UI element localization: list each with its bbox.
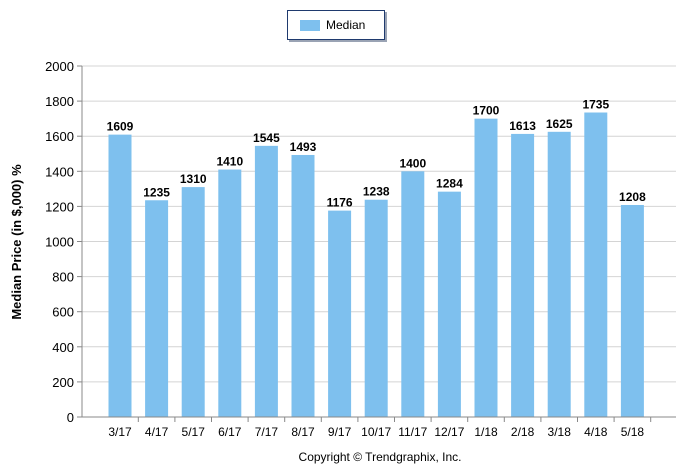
data-label: 1609	[107, 120, 134, 134]
x-tick-label: 11/17	[398, 425, 427, 439]
data-labels: 1609 1235 1310 1410 1545 1493 1176 1238 1400 1284…	[107, 98, 646, 210]
y-tick-label: 1400	[45, 164, 74, 179]
y-tick-label: 600	[52, 305, 74, 320]
bar-4-18	[584, 112, 608, 417]
x-tick-label: 5/17	[182, 425, 206, 439]
data-label: 1176	[327, 196, 353, 210]
y-tick-label: 1200	[45, 199, 74, 214]
data-label: 1625	[546, 117, 573, 131]
bar-4-17	[145, 200, 169, 417]
legend-swatch	[300, 20, 320, 31]
data-label: 1238	[363, 185, 390, 199]
x-tick-label: 2/18	[511, 425, 535, 439]
y-tick-label: 2000	[45, 59, 74, 74]
bar-10-17	[364, 199, 388, 417]
bar-11-17	[401, 171, 425, 417]
x-tick-label: 5/18	[621, 425, 645, 439]
y-tick-label: 0	[67, 410, 74, 425]
bar-6-17	[218, 169, 242, 417]
data-label: 1410	[216, 155, 243, 169]
data-label: 1208	[619, 190, 646, 204]
bar-1-18	[474, 118, 498, 418]
x-tick-label: 12/17	[434, 425, 464, 439]
y-axis: 0 200 400 600 800 1000 1200 1400 1600 1800 2000	[45, 59, 83, 425]
y-axis-label: Median Price (in $,000) %	[9, 164, 24, 320]
bar-3-18	[547, 131, 571, 417]
x-tick-label: 3/17	[108, 425, 132, 439]
legend: Median	[287, 10, 385, 40]
bar-5-18	[620, 204, 644, 417]
data-label: 1613	[509, 119, 536, 133]
y-tick-label: 200	[52, 375, 74, 390]
data-label: 1700	[473, 104, 500, 118]
y-tick-label: 800	[52, 270, 74, 285]
y-tick-label: 1600	[45, 129, 74, 144]
data-label: 1235	[143, 185, 170, 199]
data-label: 1545	[253, 131, 280, 145]
x-tick-label: 9/17	[328, 425, 352, 439]
y-tick-label: 400	[52, 340, 74, 355]
bars	[108, 112, 644, 418]
data-label: 1735	[582, 98, 609, 112]
bar-12-17	[437, 191, 461, 417]
data-label: 1400	[399, 156, 426, 170]
x-tick-label: 4/17	[145, 425, 169, 439]
data-label: 1310	[180, 172, 207, 186]
data-label: 1284	[436, 177, 463, 191]
data-label: 1493	[290, 140, 317, 154]
bar-7-17	[254, 145, 278, 418]
x-tick-label: 4/18	[584, 425, 608, 439]
x-axis: 3/17 4/17 5/17 6/17 7/17 8/17 9/17 10/17 11/17 12…	[82, 416, 676, 439]
bar-2-18	[511, 133, 535, 417]
x-tick-label: 8/17	[291, 425, 315, 439]
bar-5-17	[181, 187, 205, 417]
bar-3-17	[108, 134, 132, 418]
x-tick-label: 7/17	[255, 425, 279, 439]
x-tick-label: 10/17	[361, 425, 391, 439]
y-tick-label: 1800	[45, 94, 74, 109]
bar-8-17	[291, 154, 315, 417]
y-tick-label: 1000	[45, 235, 74, 250]
x-tick-label: 1/18	[474, 425, 498, 439]
bar-9-17	[328, 210, 352, 417]
copyright-text: Copyright © Trendgraphix, Inc.	[298, 450, 462, 464]
x-tick-label: 3/18	[548, 425, 572, 439]
x-tick-label: 6/17	[218, 425, 242, 439]
legend-label: Median	[326, 18, 366, 32]
